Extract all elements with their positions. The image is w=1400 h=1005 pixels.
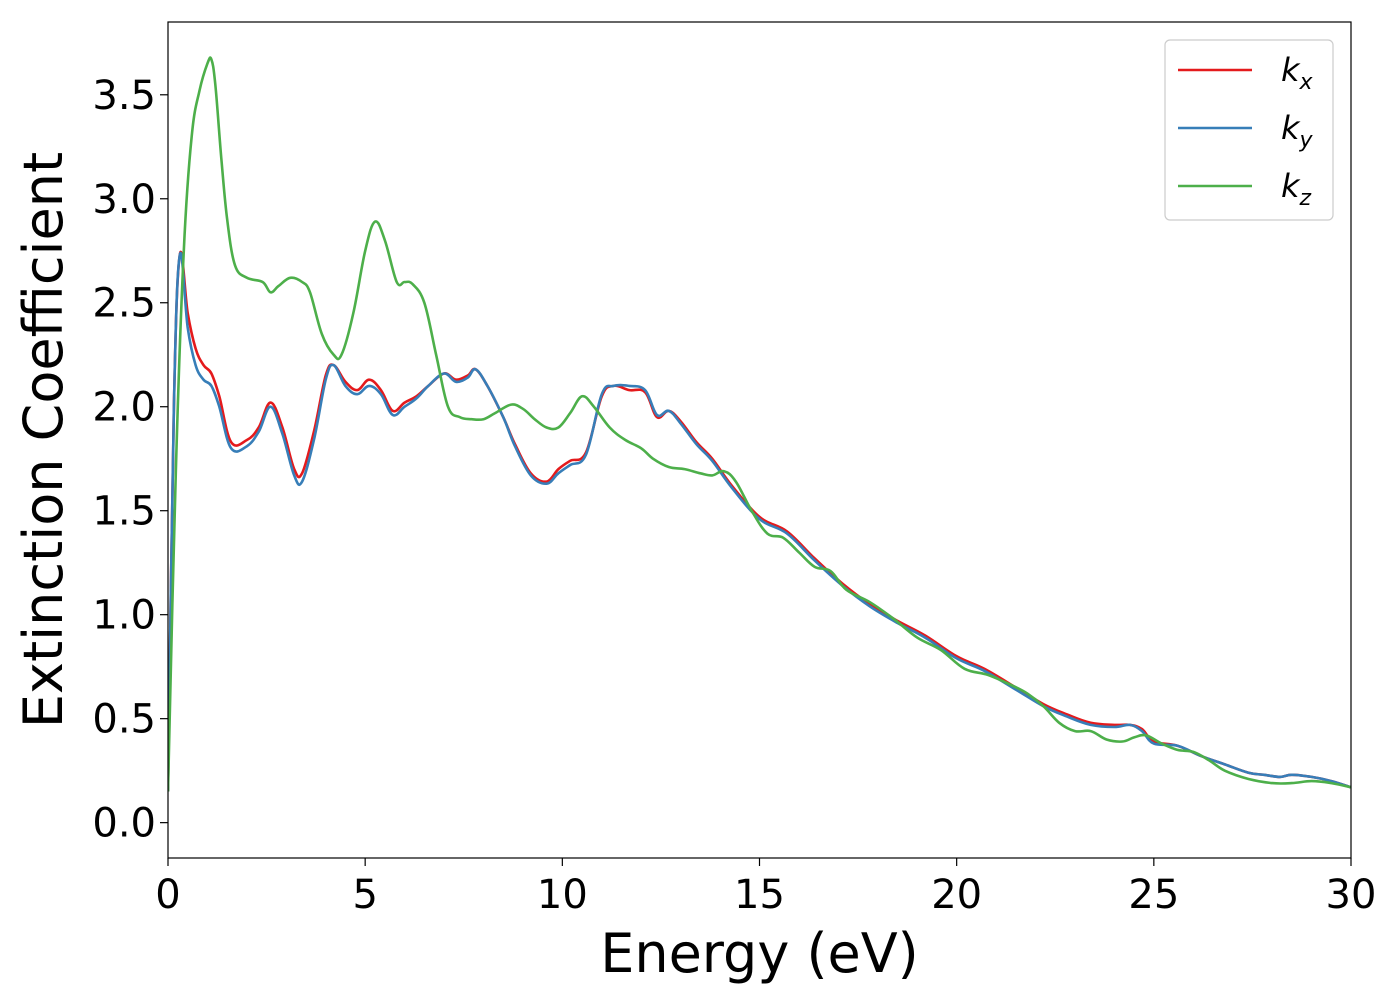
series-line-kz [168, 56, 1351, 792]
y-tick-label: 3.5 [92, 73, 156, 119]
y-axis-title: Extinction Coefficient [12, 152, 75, 728]
y-tick-label: 0.5 [92, 697, 156, 743]
y-axis-ticks: 0.0 0.5 1.0 1.5 2.0 2.5 3.0 3.5 [92, 73, 168, 847]
x-tick-label: 5 [352, 872, 377, 918]
x-tick-label: 10 [537, 872, 588, 918]
series-lines [168, 56, 1351, 792]
y-tick-label: 3.0 [92, 177, 156, 223]
x-axis-title: Energy (eV) [600, 922, 919, 985]
y-tick-label: 2.5 [92, 281, 156, 327]
x-tick-label: 0 [155, 872, 180, 918]
x-axis-ticks: 0 5 10 15 20 25 30 [155, 858, 1376, 918]
x-tick-label: 30 [1326, 872, 1377, 918]
y-tick-label: 1.5 [92, 489, 156, 535]
legend-box [1164, 39, 1334, 221]
y-tick-label: 1.0 [92, 593, 156, 639]
y-tick-label: 2.0 [92, 385, 156, 431]
y-tick-label: 0.0 [92, 801, 156, 847]
x-tick-label: 25 [1128, 872, 1179, 918]
series-line-ky [168, 251, 1351, 792]
x-tick-label: 20 [931, 872, 982, 918]
series-line-kx [168, 250, 1351, 792]
x-tick-label: 15 [734, 872, 785, 918]
